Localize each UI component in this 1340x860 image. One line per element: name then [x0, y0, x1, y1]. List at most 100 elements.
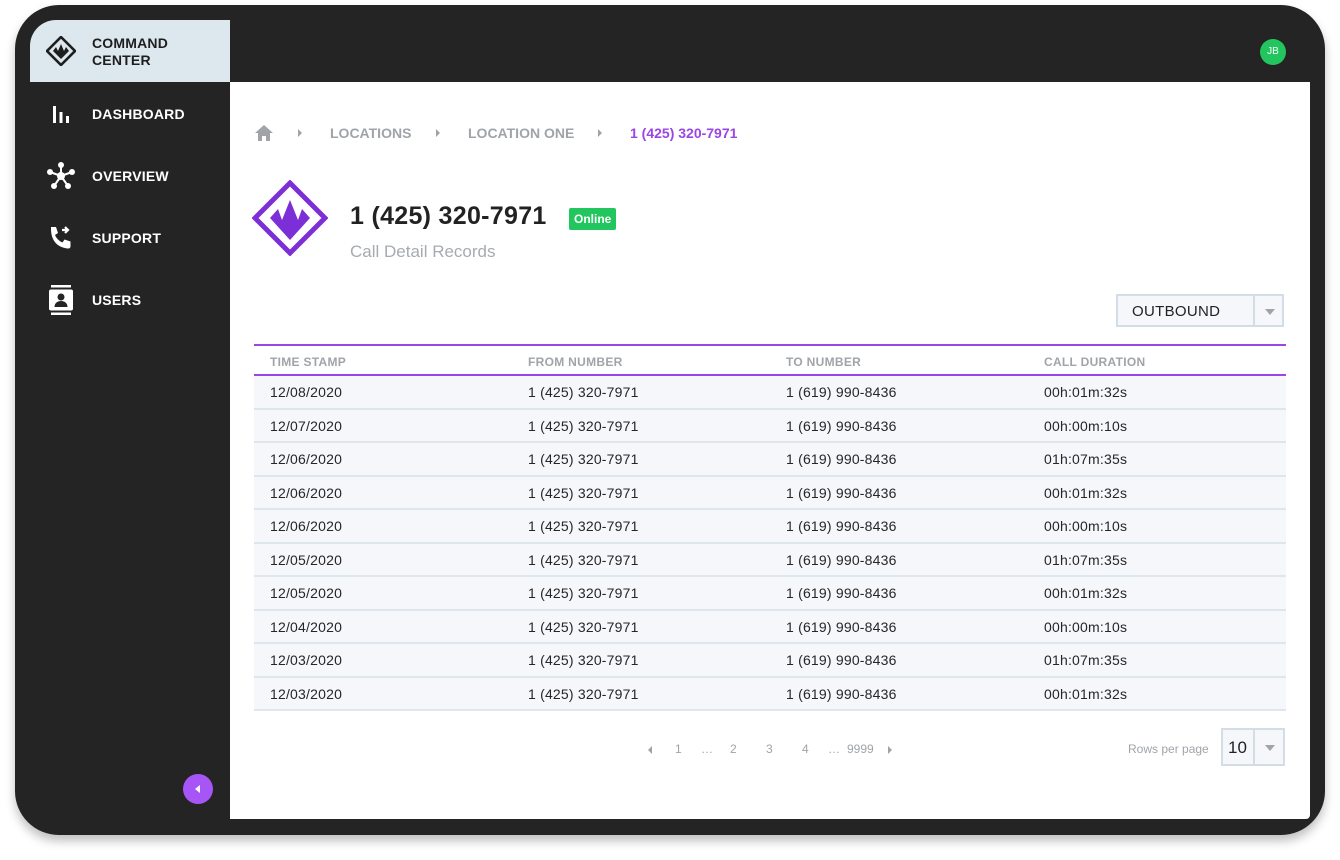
bar-chart-icon	[46, 99, 76, 129]
from-number-cell: 1 (425) 320-7971	[528, 518, 639, 534]
from-number-cell: 1 (425) 320-7971	[528, 384, 639, 400]
breadcrumb-current: 1 (425) 320-7971	[630, 125, 738, 141]
to-number-cell: 1 (619) 990-8436	[786, 618, 897, 635]
table-row[interactable]: 12/06/2020 1 (425) 320-7971 1 (619) 990-84…	[254, 443, 1286, 477]
page-title: 1 (425) 320-7971	[350, 202, 547, 230]
page-9999[interactable]: 9999	[847, 742, 874, 756]
time-stamp-cell: 12/06/2020	[270, 451, 343, 467]
to-number-cell: 1 (619) 990-8436	[786, 484, 897, 501]
phone-forward-icon	[46, 223, 76, 253]
main-content: LOCATIONS LOCATION ONE 1 (425) 320-7971 …	[230, 82, 1310, 819]
page-2[interactable]: 2	[730, 742, 737, 756]
sidebar-item-label: DASHBOARD	[92, 106, 185, 122]
page-4[interactable]: 4	[802, 742, 809, 756]
time-stamp-cell: 12/06/2020	[270, 518, 343, 534]
rows-per-page-select[interactable]: 10	[1221, 728, 1285, 766]
call-records-table: TIME STAMP FROM NUMBER TO NUMBER CALL DU…	[254, 344, 1286, 711]
call-duration-cell: 00h:00m:10s	[1044, 618, 1128, 635]
to-number-cell: 1 (619) 990-8436	[786, 551, 897, 568]
top-bar: JB	[230, 20, 1310, 82]
brand-name: COMMAND CENTER	[92, 35, 169, 68]
column-header-time-stamp[interactable]: TIME STAMP	[270, 355, 347, 369]
to-number-cell: 1 (619) 990-8436	[786, 451, 897, 467]
call-duration-cell: 00h:01m:32s	[1044, 585, 1128, 601]
from-number-cell: 1 (425) 320-7971	[528, 551, 639, 568]
from-number-cell: 1 (425) 320-7971	[528, 685, 639, 702]
page-3[interactable]: 3	[766, 742, 773, 756]
page-1[interactable]: 1	[675, 742, 682, 756]
previous-page-icon[interactable]	[646, 745, 654, 755]
home-icon[interactable]	[254, 123, 274, 143]
column-header-from-number[interactable]: FROM NUMBER	[528, 355, 623, 369]
call-duration-cell: 01h:07m:35s	[1044, 451, 1128, 467]
time-stamp-cell: 12/08/2020	[270, 384, 343, 400]
from-number-cell: 1 (425) 320-7971	[528, 618, 639, 635]
to-number-cell: 1 (619) 990-8436	[786, 384, 897, 400]
pagination: 1 … 2 3 4 … 9999	[230, 742, 1310, 762]
breadcrumb-locations[interactable]: LOCATIONS	[330, 125, 412, 141]
table-row[interactable]: 12/03/2020 1 (425) 320-7971 1 (619) 990-84…	[254, 644, 1286, 678]
page-ellipsis: …	[701, 742, 713, 756]
to-number-cell: 1 (619) 990-8436	[786, 652, 897, 668]
collapse-sidebar-button[interactable]	[183, 774, 213, 804]
rows-per-page-value: 10	[1228, 738, 1247, 757]
sidebar-item-support[interactable]: SUPPORT	[30, 218, 230, 258]
table-row[interactable]: 12/08/2020 1 (425) 320-7971 1 (619) 990-84…	[254, 376, 1286, 410]
sidebar-item-label: USERS	[92, 292, 142, 308]
page-subtitle: Call Detail Records	[350, 242, 496, 261]
direction-select-value: OUTBOUND	[1132, 303, 1221, 320]
sidebar-item-users[interactable]: USERS	[30, 280, 230, 320]
from-number-cell: 1 (425) 320-7971	[528, 652, 639, 668]
select-divider	[1253, 730, 1255, 764]
next-page-icon[interactable]	[886, 745, 894, 755]
call-duration-cell: 00h:01m:32s	[1044, 685, 1128, 702]
from-number-cell: 1 (425) 320-7971	[528, 451, 639, 467]
sidebar-item-overview[interactable]: OVERVIEW	[30, 156, 230, 196]
contact-card-icon	[46, 285, 76, 315]
table-row[interactable]: 12/05/2020 1 (425) 320-7971 1 (619) 990-84…	[254, 543, 1286, 577]
time-stamp-cell: 12/03/2020	[270, 685, 343, 702]
table-body: 12/08/2020 1 (425) 320-7971 1 (619) 990-84…	[254, 376, 1286, 711]
table-row[interactable]: 12/03/2020 1 (425) 320-7971 1 (619) 990-84…	[254, 677, 1286, 711]
table-row[interactable]: 12/06/2020 1 (425) 320-7971 1 (619) 990-84…	[254, 510, 1286, 544]
from-number-cell: 1 (425) 320-7971	[528, 484, 639, 501]
time-stamp-cell: 12/06/2020	[270, 484, 343, 501]
table-header: TIME STAMP FROM NUMBER TO NUMBER CALL DU…	[254, 344, 1286, 376]
table-row[interactable]: 12/07/2020 1 (425) 320-7971 1 (619) 990-84…	[254, 409, 1286, 443]
crown-logo-icon	[46, 36, 76, 66]
chevron-right-icon	[598, 129, 602, 137]
sidebar-item-label: SUPPORT	[92, 230, 162, 246]
select-divider	[1253, 296, 1255, 325]
table-row[interactable]: 12/06/2020 1 (425) 320-7971 1 (619) 990-84…	[254, 476, 1286, 510]
time-stamp-cell: 12/05/2020	[270, 551, 343, 568]
chevron-right-icon	[298, 129, 302, 137]
sidebar-item-dashboard[interactable]: DASHBOARD	[30, 94, 230, 134]
sidebar-item-label: OVERVIEW	[92, 168, 169, 184]
avatar[interactable]: JB	[1260, 39, 1286, 65]
crown-logo-icon	[252, 180, 328, 256]
to-number-cell: 1 (619) 990-8436	[786, 518, 897, 534]
call-duration-cell: 01h:07m:35s	[1044, 652, 1128, 668]
chevron-right-icon	[436, 129, 440, 137]
call-duration-cell: 00h:01m:32s	[1044, 384, 1128, 400]
column-header-to-number[interactable]: TO NUMBER	[786, 355, 862, 369]
breadcrumb-location-one[interactable]: LOCATION ONE	[468, 125, 575, 141]
call-duration-cell: 00h:01m:32s	[1044, 484, 1128, 501]
page-ellipsis: …	[828, 742, 840, 756]
brand[interactable]: COMMAND CENTER	[30, 20, 230, 82]
call-duration-cell: 01h:07m:35s	[1044, 551, 1128, 568]
table-row[interactable]: 12/04/2020 1 (425) 320-7971 1 (619) 990-84…	[254, 610, 1286, 644]
to-number-cell: 1 (619) 990-8436	[786, 685, 897, 702]
status-badge: Online	[569, 208, 617, 230]
from-number-cell: 1 (425) 320-7971	[528, 585, 639, 601]
time-stamp-cell: 12/03/2020	[270, 652, 343, 668]
time-stamp-cell: 12/07/2020	[270, 417, 343, 434]
time-stamp-cell: 12/04/2020	[270, 618, 343, 635]
to-number-cell: 1 (619) 990-8436	[786, 585, 897, 601]
column-header-call-duration[interactable]: CALL DURATION	[1044, 355, 1146, 369]
time-stamp-cell: 12/05/2020	[270, 585, 343, 601]
chevron-down-icon	[1265, 745, 1275, 751]
to-number-cell: 1 (619) 990-8436	[786, 417, 897, 434]
direction-select[interactable]: OUTBOUND	[1116, 294, 1284, 327]
table-row[interactable]: 12/05/2020 1 (425) 320-7971 1 (619) 990-84…	[254, 577, 1286, 611]
